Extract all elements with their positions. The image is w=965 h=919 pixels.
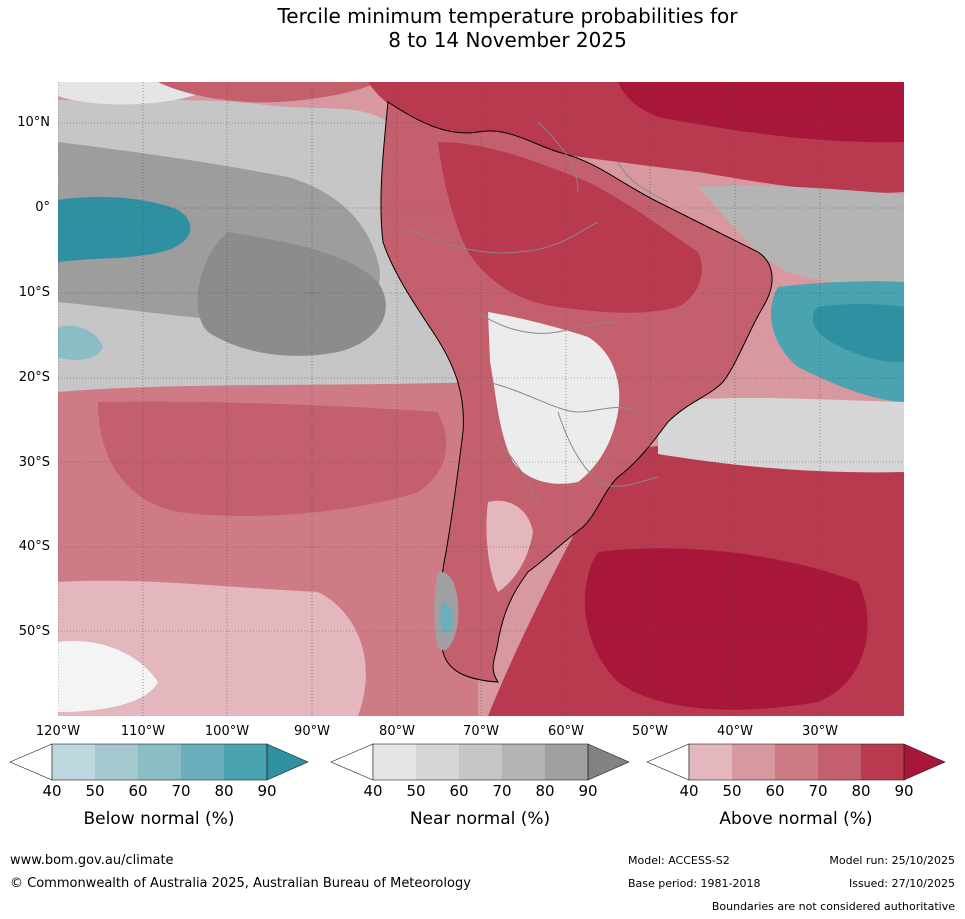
model-text: Model: ACCESS-S2	[628, 854, 730, 867]
colorbar-below-normal	[9, 743, 309, 781]
below-segment-0	[9, 743, 53, 781]
near-tick-90: 90	[578, 782, 598, 800]
above-segment-2	[732, 744, 775, 780]
below-segment-5	[224, 744, 267, 780]
atlantic-grey-band	[658, 397, 904, 473]
atlantic-below-normal-core	[812, 303, 904, 363]
model-run-text: Model run: 25/10/2025	[829, 854, 955, 867]
below-tick-70: 70	[171, 782, 191, 800]
pacific-below-normal-patch	[58, 197, 191, 262]
probability-map	[58, 82, 904, 716]
below-tick-60: 60	[128, 782, 148, 800]
below-frame	[51, 743, 268, 781]
lat-label-30s: 30°S	[18, 455, 50, 470]
title-line-1: Tercile minimum temperature probabilitie…	[277, 4, 738, 28]
near-segment-3	[459, 744, 502, 780]
near-frame	[372, 743, 589, 781]
pacific-warm-north	[158, 82, 378, 103]
pacific-mid-grey-zone	[197, 232, 386, 356]
lon-label-110w: 110°W	[120, 724, 166, 739]
copyright-text: © Commonwealth of Australia 2025, Austra…	[10, 876, 471, 891]
atlantic-strongest	[584, 548, 868, 710]
website-link[interactable]: www.bom.gov.au/climate	[10, 853, 174, 868]
amazon-warm-core	[438, 142, 702, 313]
below-tick-50: 50	[85, 782, 105, 800]
colorbar-near-normal	[330, 743, 630, 781]
lon-label-80w: 80°W	[379, 724, 415, 739]
near-tick-40: 40	[363, 782, 383, 800]
lat-label-10s: 10°S	[18, 285, 50, 300]
lat-label-10n: 10°N	[17, 115, 50, 130]
andes-light-patch	[486, 500, 533, 592]
south-pacific-white	[58, 641, 158, 712]
near-tick-50: 50	[406, 782, 426, 800]
base-period-text: Base period: 1981-2018	[628, 877, 761, 890]
lon-label-70w: 70°W	[463, 724, 499, 739]
above-segment-0	[646, 743, 690, 781]
above-tick-50: 50	[722, 782, 742, 800]
above-tick-40: 40	[679, 782, 699, 800]
below-segment-6	[266, 743, 309, 781]
near-segment-4	[502, 744, 545, 780]
atlantic-equatorial-grey	[698, 185, 904, 292]
disclaimer-text: Boundaries are not considered authoritat…	[711, 900, 955, 913]
colorbar-above-normal-svg	[646, 743, 946, 781]
lat-label-40s: 40°S	[18, 539, 50, 554]
near-segment-5	[545, 744, 588, 780]
near-tick-60: 60	[449, 782, 469, 800]
below-segment-1	[52, 744, 95, 780]
below-tick-80: 80	[214, 782, 234, 800]
below-tick-90: 90	[257, 782, 277, 800]
colorbar-near-normal-svg	[330, 743, 630, 781]
lon-label-120w: 120°W	[35, 724, 81, 739]
near-segment-0	[330, 743, 374, 781]
south-pacific-strong-warm	[98, 401, 447, 516]
below-segment-3	[138, 744, 181, 780]
lon-label-40w: 40°W	[717, 724, 753, 739]
below-tick-40: 40	[42, 782, 62, 800]
atlantic-north-strongest	[618, 82, 904, 143]
near-segment-6	[587, 743, 630, 781]
near-segment-1	[373, 744, 416, 780]
andes-neutral-zone	[488, 312, 620, 484]
lon-label-100w: 100°W	[204, 724, 250, 739]
chart-title: Tercile minimum temperature probabilitie…	[0, 4, 965, 52]
near-normal-label: Near normal (%)	[409, 809, 551, 829]
above-tick-90: 90	[894, 782, 914, 800]
above-segment-1	[689, 744, 732, 780]
pacific-below-normal-patch-2	[58, 325, 103, 360]
lat-label-0: 0°	[35, 200, 50, 215]
lon-label-90w: 90°W	[294, 724, 330, 739]
near-segment-2	[416, 744, 459, 780]
above-normal-label: Above normal (%)	[719, 809, 873, 829]
colorbar-below-normal-svg	[9, 743, 309, 781]
title-line-2: 8 to 14 November 2025	[388, 28, 627, 52]
near-tick-80: 80	[535, 782, 555, 800]
colorbar-above-normal	[646, 743, 946, 781]
patagonia-below-normal	[440, 602, 453, 634]
lon-label-60w: 60°W	[548, 724, 584, 739]
country-borders	[402, 121, 669, 503]
below-segment-2	[95, 744, 138, 780]
graticule	[58, 82, 904, 716]
above-segment-4	[818, 744, 861, 780]
above-segment-6	[903, 743, 946, 781]
lat-label-20s: 20°S	[18, 370, 50, 385]
above-frame	[688, 743, 905, 781]
lon-label-50w: 50°W	[632, 724, 668, 739]
issued-text: Issued: 27/10/2025	[848, 877, 955, 890]
below-normal-label: Below normal (%)	[83, 809, 235, 829]
map-svg	[58, 82, 904, 716]
lon-label-30w: 30°W	[802, 724, 838, 739]
near-tick-70: 70	[492, 782, 512, 800]
above-tick-60: 60	[765, 782, 785, 800]
below-segment-4	[181, 744, 224, 780]
above-segment-3	[775, 744, 818, 780]
lat-label-50s: 50°S	[18, 624, 50, 639]
above-tick-70: 70	[808, 782, 828, 800]
above-tick-80: 80	[851, 782, 871, 800]
above-segment-5	[861, 744, 904, 780]
